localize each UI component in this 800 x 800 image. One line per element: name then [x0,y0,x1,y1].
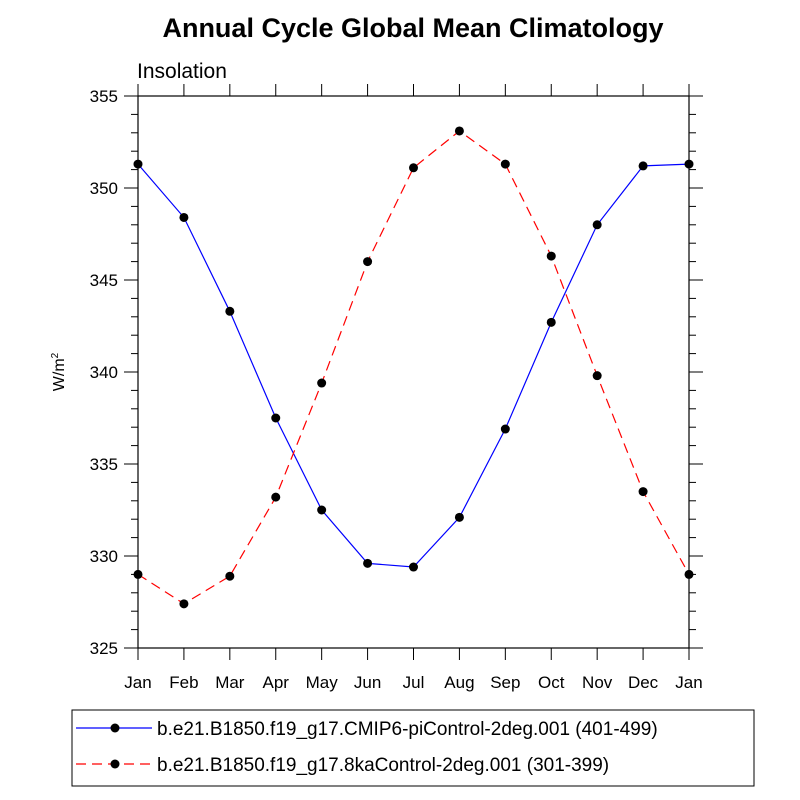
series-2-data-point [592,371,602,381]
series-2-data-point [225,571,235,581]
series-1-data-point [500,424,510,434]
series-2-data-point [271,492,281,502]
series-2-data-point [409,163,418,173]
x-tick-label: Mar [215,673,245,692]
y-axis-label-superscript: 2 [50,352,61,358]
series-1-data-point [133,159,143,169]
series-1-data-point [638,161,648,171]
x-tick-label: Jul [403,673,425,692]
y-tick-label: 325 [90,639,118,658]
series-1-data-point [363,558,373,568]
series-1-data-point [454,512,464,522]
axes: 325 330 335 340 345 350 355 Jan Feb Mar Apr May Jun J… [90,84,703,692]
x-tick-label: May [306,673,339,692]
series-1-data-point [271,413,281,423]
series-line-2 [137,130,690,605]
legend-marker-2 [110,759,120,769]
x-tick-label: Jan [675,673,702,692]
series-2-data-point [638,487,648,497]
x-tick-label: Nov [582,673,613,692]
chart-title: Annual Cycle Global Mean Climatology [162,13,663,43]
y-tick-label: 355 [90,87,118,106]
x-tick-label: Jan [124,673,151,692]
series-1-data-point [684,159,694,169]
series-2-data-point [684,569,694,579]
series-1-data-point [317,505,327,515]
y-tick-label: 345 [90,271,118,290]
y-tick-label: 335 [90,455,118,474]
series-1-data-point [225,306,235,316]
legend-box [71,709,755,787]
x-tick-label: Oct [538,673,565,692]
series-2-data-point [179,599,189,609]
chart-subtitle: Insolation [137,60,227,83]
y-tick-label: 350 [90,179,118,198]
series-2-data-point [454,126,464,136]
series-1-data-point [592,220,602,230]
series-2-data-point [317,378,327,388]
x-tick-label: Sep [490,673,520,692]
legend-marker-1 [110,723,120,733]
series-2-data-point [363,257,373,267]
series-1-data-point [546,317,556,327]
legend-label-1: b.e21.B1850.f19_g17.CMIP6-piControl-2deg… [157,719,658,740]
legend: b.e21.B1850.f19_g17.CMIP6-piControl-2deg… [71,709,755,787]
y-axis-label: W/m2 [50,352,68,391]
series-2-data-point [546,251,556,261]
y-axis-label-base: W/m [51,358,68,391]
legend-label-2: b.e21.B1850.f19_g17.8kaControl-2deg.001 … [157,755,609,776]
y-tick-label: 340 [90,363,118,382]
series-2-data-point [133,569,143,579]
series-1-data-point [179,212,189,222]
series-1-data-point [409,562,418,572]
y-tick-label: 330 [90,547,118,566]
data-series [133,126,694,609]
x-tick-label: Jun [354,673,381,692]
x-tick-label: Dec [628,673,659,692]
x-tick-label: Feb [169,673,198,692]
series-line-1 [137,163,690,568]
x-tick-label: Aug [444,673,474,692]
series-2-data-point [500,159,510,169]
x-tick-label: Apr [263,673,290,692]
